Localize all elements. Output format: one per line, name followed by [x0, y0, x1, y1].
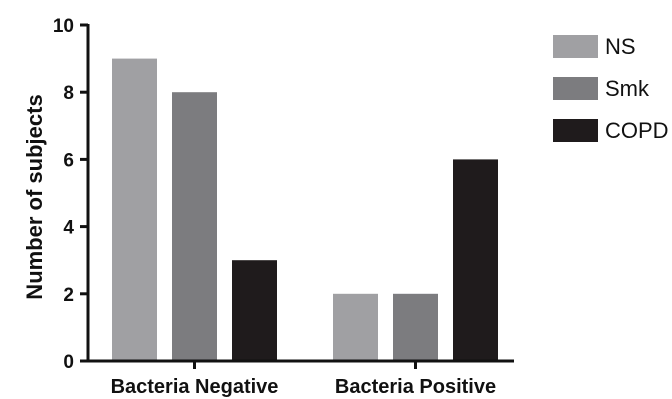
bar-smk-1	[172, 92, 217, 361]
y-axis-title: Number of subjects	[22, 94, 47, 299]
bar-smk-2	[393, 293, 438, 361]
legend-label-copd: COPD	[605, 118, 669, 143]
legend-label-smk: Smk	[605, 76, 650, 101]
x-category-label: Bacteria Negative	[111, 376, 279, 398]
y-tick-label: 0	[63, 352, 74, 373]
legend-swatch-smk	[553, 77, 598, 100]
y-tick-label: 10	[53, 16, 74, 37]
axes-layer: 0 2 4 6 8 10 Bacteria Negative Bacteria Positi…	[53, 16, 514, 398]
bar-copd-1	[232, 260, 277, 361]
bar-ns-2	[333, 293, 378, 361]
y-tick-label: 6	[63, 150, 74, 171]
y-tick-label: 8	[63, 83, 74, 104]
legend-label-ns: NS	[605, 34, 636, 59]
x-axis-ticks: Bacteria Negative Bacteria Positive	[111, 361, 496, 398]
x-category-label: Bacteria Positive	[335, 376, 496, 398]
legend: NS Smk COPD	[553, 34, 669, 143]
y-axis-ticks: 0 2 4 6 8 10	[53, 16, 88, 373]
bar-copd-2	[453, 159, 498, 361]
bars-layer	[112, 58, 498, 361]
bar-ns-1	[112, 58, 157, 361]
y-tick-label: 2	[63, 285, 74, 306]
y-tick-label: 4	[63, 218, 74, 239]
legend-swatch-ns	[553, 35, 598, 58]
legend-swatch-copd	[553, 119, 598, 142]
